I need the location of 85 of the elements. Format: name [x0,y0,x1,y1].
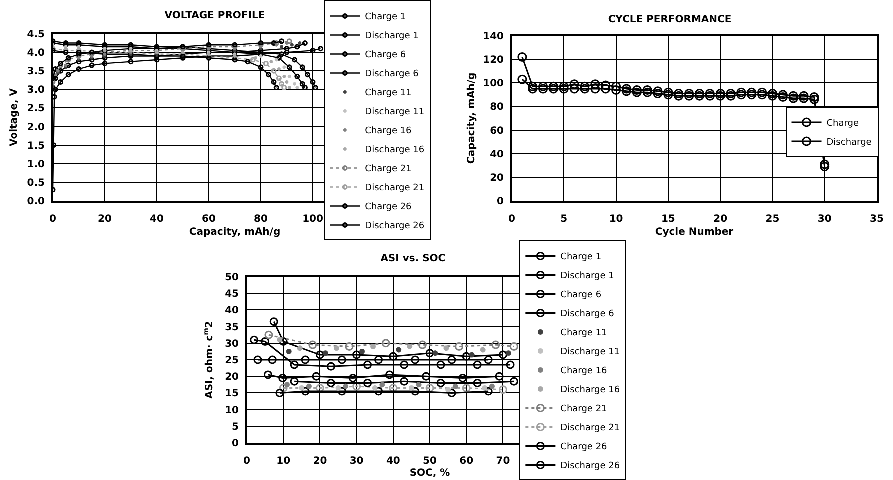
legend-label: Discharge 6 [560,310,615,320]
x-tick-label: 30 [818,214,832,225]
legend-label: Charge 1 [365,12,406,23]
y-tick-label: 2.0 [27,122,46,134]
y-tick-label: 20 [490,172,504,184]
y-axis-title: Voltage, V [8,88,20,146]
y-tick-label: 4.0 [27,48,46,60]
x-tick-label: 10 [276,456,291,467]
x-axis-title: Cycle Number [655,227,734,238]
legend-label: Discharge 6 [365,70,420,80]
y-tick-label: 80 [490,102,504,114]
y-tick-label: 60 [490,126,504,137]
x-tick-label: 30 [350,456,364,467]
legend-label: Charge 26 [365,202,412,213]
y-tick-label: 40 [225,306,240,317]
x-tick-label: 5 [560,214,568,225]
legend-label: Discharge 16 [560,386,620,396]
legend-label: Charge 16 [560,366,608,377]
y-tick-label: 25 [225,356,240,366]
x-tick-label: 35 [870,214,884,225]
legend-label: Discharge 26 [365,222,425,232]
y-tick-label: 50 [225,272,240,284]
legend-label: Charge 26 [560,442,608,453]
y-tick-label: 45 [225,289,240,300]
y-tick-label: 3.5 [27,66,46,78]
x-axis-title: Capacity, mAh/g [189,227,281,238]
x-tick-label: 10 [609,214,624,225]
legend-label: Discharge 16 [365,146,425,156]
x-tick-label: 60 [460,456,474,467]
y-tick-label: 35 [225,322,240,334]
y-tick-label: 30 [225,338,240,350]
legend-label: Charge 6 [560,290,602,301]
y-tick-label: 140 [483,32,504,42]
chart-title: ASI vs. SOC [380,254,446,264]
legend-label: Charge [826,118,860,129]
legend-label: Charge 11 [560,328,608,339]
x-tick-label: 100 [302,214,324,225]
y-tick-label: 100 [483,78,504,90]
x-axis-title: SOC, % [410,468,450,479]
x-tick-label: 0 [50,214,57,225]
legend-label: Discharge 26 [560,462,620,472]
x-tick-label: 20 [313,456,328,467]
x-tick-label: 60 [202,214,216,225]
legend-label: Discharge 11 [560,348,620,358]
y-tick-label: 0.0 [27,196,46,208]
legend-label: Discharge 1 [560,272,614,282]
legend-label: Discharge 21 [560,424,620,434]
x-tick-label: 40 [386,456,400,467]
y-tick-label: 1.0 [27,159,46,170]
y-tick-label: 0 [232,438,240,450]
legend-label: Charge 16 [365,126,412,137]
x-tick-label: 80 [254,214,268,225]
y-tick-label: 4.5 [27,30,46,40]
x-tick-label: 70 [496,456,510,467]
legend-label: Discharge 21 [365,184,425,194]
x-tick-label: 50 [423,456,437,467]
y-tick-label: 0 [497,196,504,208]
x-tick-label: 15 [661,214,676,225]
legend-label: Discharge 1 [365,32,419,42]
legend-label: Charge 11 [365,88,412,99]
x-tick-label: 20 [714,214,728,225]
y-tick-label: 20 [225,372,240,384]
x-tick-label: 0 [508,214,516,225]
y-tick-label: 10 [225,405,240,416]
legend-label: Charge 21 [560,404,608,415]
legend-label: Charge 1 [560,252,602,263]
y-axis-title: Capacity, mAh/g [466,72,478,164]
y-tick-label: 120 [483,55,504,66]
y-tick-label: 2.5 [27,104,46,115]
x-tick-label: 20 [98,214,112,225]
legend-label: Discharge 11 [365,108,425,118]
y-tick-label: 40 [490,149,504,160]
y-tick-label: 0.5 [27,178,46,189]
legend-label: Discharge [826,138,872,148]
y-tick-label: 15 [225,388,240,400]
chart-title: VOLTAGE PROFILE [164,10,266,22]
y-tick-label: 5 [232,422,240,433]
y-tick-label: 1.5 [27,140,46,152]
y-tick-label: 3.0 [27,85,46,96]
chart-title: CYCLE PERFORMANCE [608,14,732,26]
x-tick-label: 0 [244,456,251,467]
legend-label: Charge 6 [365,50,406,61]
legend-label: Charge 21 [365,164,412,175]
x-tick-label: 25 [766,214,780,225]
x-tick-label: 40 [150,214,164,225]
